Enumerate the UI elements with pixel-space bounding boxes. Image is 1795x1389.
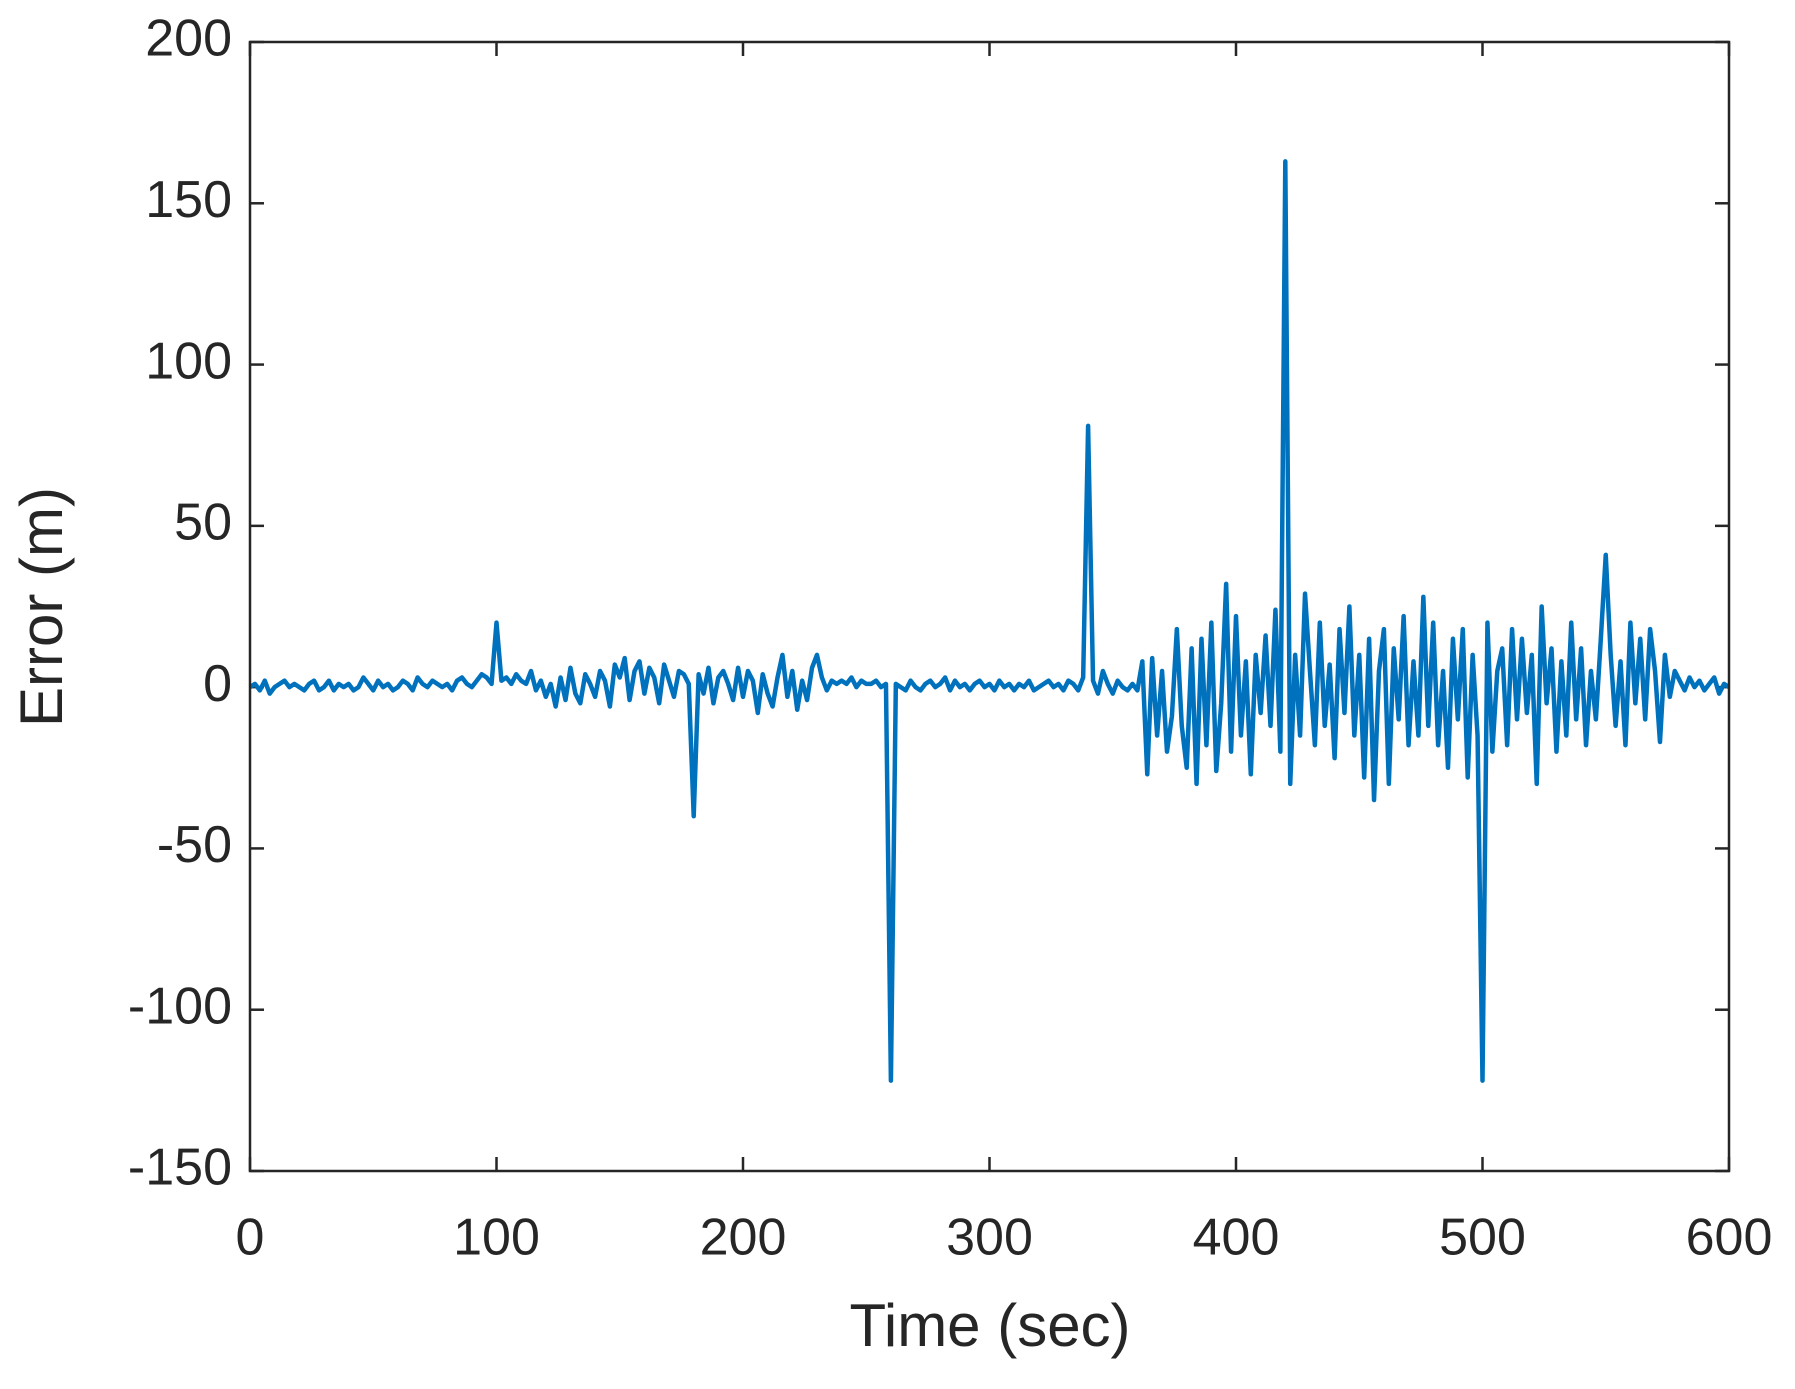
x-tick-label: 0 [236, 1209, 265, 1267]
x-tick-label: 300 [946, 1209, 1033, 1267]
x-axis-label: Time (sec) [849, 1292, 1130, 1359]
plot-frame [248, 40, 1731, 1173]
y-tick-label: -50 [157, 816, 232, 874]
y-axis-label: Error (m) [8, 487, 75, 727]
y-tick-label: -100 [128, 977, 232, 1035]
x-tick-label: 500 [1439, 1209, 1526, 1267]
y-tick-label: 50 [174, 494, 232, 552]
y-tick-label: -150 [128, 1139, 232, 1197]
y-tick-label: 150 [145, 171, 232, 229]
y-tick-label: 0 [203, 655, 232, 713]
data-line [248, 159, 1731, 1083]
y-tick-label: 100 [145, 332, 232, 390]
x-tick-label: 100 [453, 1209, 540, 1267]
x-tick-label: 600 [1686, 1209, 1773, 1267]
x-tick-label: 400 [1193, 1209, 1280, 1267]
y-tick-label: 200 [145, 10, 232, 68]
x-tick-label: 200 [700, 1209, 787, 1267]
